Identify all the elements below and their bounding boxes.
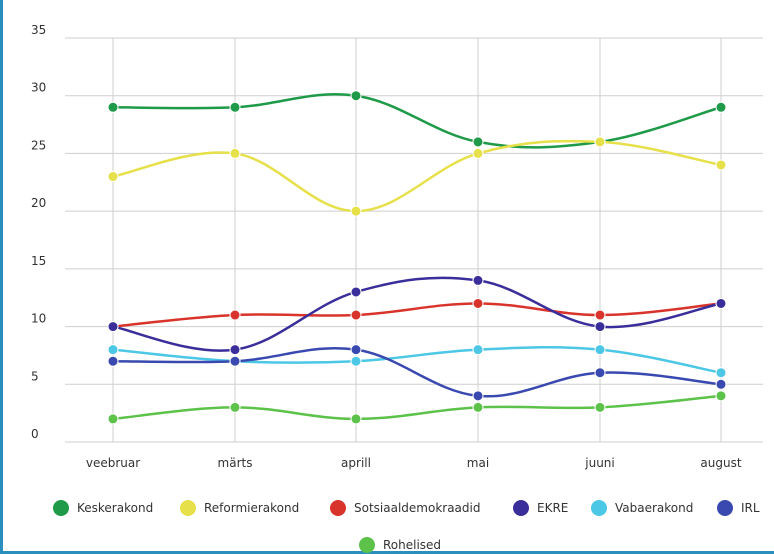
data-point bbox=[350, 309, 362, 321]
y-tick-label: 0 bbox=[31, 427, 39, 441]
data-point bbox=[472, 147, 484, 159]
grid bbox=[65, 37, 763, 443]
y-tick-label: 10 bbox=[31, 312, 46, 326]
data-point bbox=[715, 101, 727, 113]
data-point bbox=[472, 344, 484, 356]
y-tick-label: 5 bbox=[31, 369, 39, 383]
x-axis-ticks: veebruar märts aprill mai juuni august bbox=[86, 456, 742, 470]
legend-swatch bbox=[180, 500, 196, 516]
data-point bbox=[107, 171, 119, 183]
data-point bbox=[229, 355, 241, 367]
series-line-rohelised bbox=[112, 394, 722, 421]
y-tick-label: 20 bbox=[31, 196, 46, 210]
data-point bbox=[107, 321, 119, 333]
series-line-ekre bbox=[112, 276, 722, 352]
data-point bbox=[472, 390, 484, 402]
data-point bbox=[472, 136, 484, 148]
data-point bbox=[107, 344, 119, 356]
legend-swatch bbox=[359, 537, 375, 553]
data-point bbox=[715, 378, 727, 390]
data-point bbox=[472, 297, 484, 309]
data-point bbox=[594, 321, 606, 333]
data-point bbox=[229, 101, 241, 113]
data-point bbox=[715, 367, 727, 379]
legend-swatch bbox=[330, 500, 346, 516]
legend-swatch bbox=[53, 500, 69, 516]
y-tick-label: 15 bbox=[31, 254, 46, 268]
data-point bbox=[350, 344, 362, 356]
legend-label: Keskerakond bbox=[77, 501, 153, 515]
data-point bbox=[350, 355, 362, 367]
legend-label: Reformierakond bbox=[204, 501, 299, 515]
legend-swatch bbox=[513, 500, 529, 516]
x-tick-label: juuni bbox=[584, 456, 614, 470]
data-point bbox=[715, 390, 727, 402]
data-point bbox=[472, 401, 484, 413]
series-line-sotsiaaldemokraadid bbox=[112, 302, 722, 328]
series-line-reformierakond bbox=[112, 139, 722, 213]
x-tick-label: mai bbox=[467, 456, 489, 470]
data-point bbox=[350, 205, 362, 217]
legend-label: EKRE bbox=[537, 501, 568, 515]
series-lines bbox=[112, 93, 722, 421]
data-point bbox=[350, 413, 362, 425]
y-axis-ticks: 0 5 10 15 20 25 30 35 bbox=[31, 23, 46, 441]
legend-swatch bbox=[591, 500, 607, 516]
data-point bbox=[229, 401, 241, 413]
x-tick-label: märts bbox=[218, 456, 253, 470]
legend-label: IRL bbox=[741, 501, 760, 515]
data-point bbox=[594, 367, 606, 379]
data-point bbox=[594, 136, 606, 148]
data-point bbox=[350, 90, 362, 102]
data-point bbox=[229, 147, 241, 159]
data-point bbox=[715, 297, 727, 309]
series-line-keskerakond bbox=[112, 93, 722, 149]
x-tick-label: aprill bbox=[341, 456, 371, 470]
y-tick-label: 25 bbox=[31, 138, 46, 152]
data-point bbox=[350, 286, 362, 298]
legend-swatch bbox=[717, 500, 733, 516]
data-point bbox=[594, 344, 606, 356]
legend-label: Vabaerakond bbox=[615, 501, 693, 515]
x-tick-label: august bbox=[700, 456, 741, 470]
y-tick-label: 35 bbox=[31, 23, 46, 37]
x-tick-label: veebruar bbox=[86, 456, 140, 470]
data-point bbox=[594, 309, 606, 321]
series-points bbox=[107, 90, 727, 425]
data-point bbox=[594, 401, 606, 413]
data-point bbox=[107, 413, 119, 425]
data-point bbox=[229, 344, 241, 356]
series-line-vabaerakond bbox=[112, 346, 722, 374]
line-chart: 0 5 10 15 20 25 30 35 veebruar märts aprill mai juu… bbox=[31, 23, 763, 553]
legend-label: Sotsiaaldemokraadid bbox=[354, 501, 480, 515]
data-point bbox=[107, 101, 119, 113]
legend: Keskerakond Reformierakond Sotsiaaldemokra… bbox=[53, 500, 760, 553]
legend-label: Rohelised bbox=[383, 538, 441, 552]
data-point bbox=[472, 274, 484, 286]
series-line-irl bbox=[112, 346, 722, 398]
data-point bbox=[229, 309, 241, 321]
data-point bbox=[107, 355, 119, 367]
y-tick-label: 30 bbox=[31, 81, 46, 95]
data-point bbox=[715, 159, 727, 171]
